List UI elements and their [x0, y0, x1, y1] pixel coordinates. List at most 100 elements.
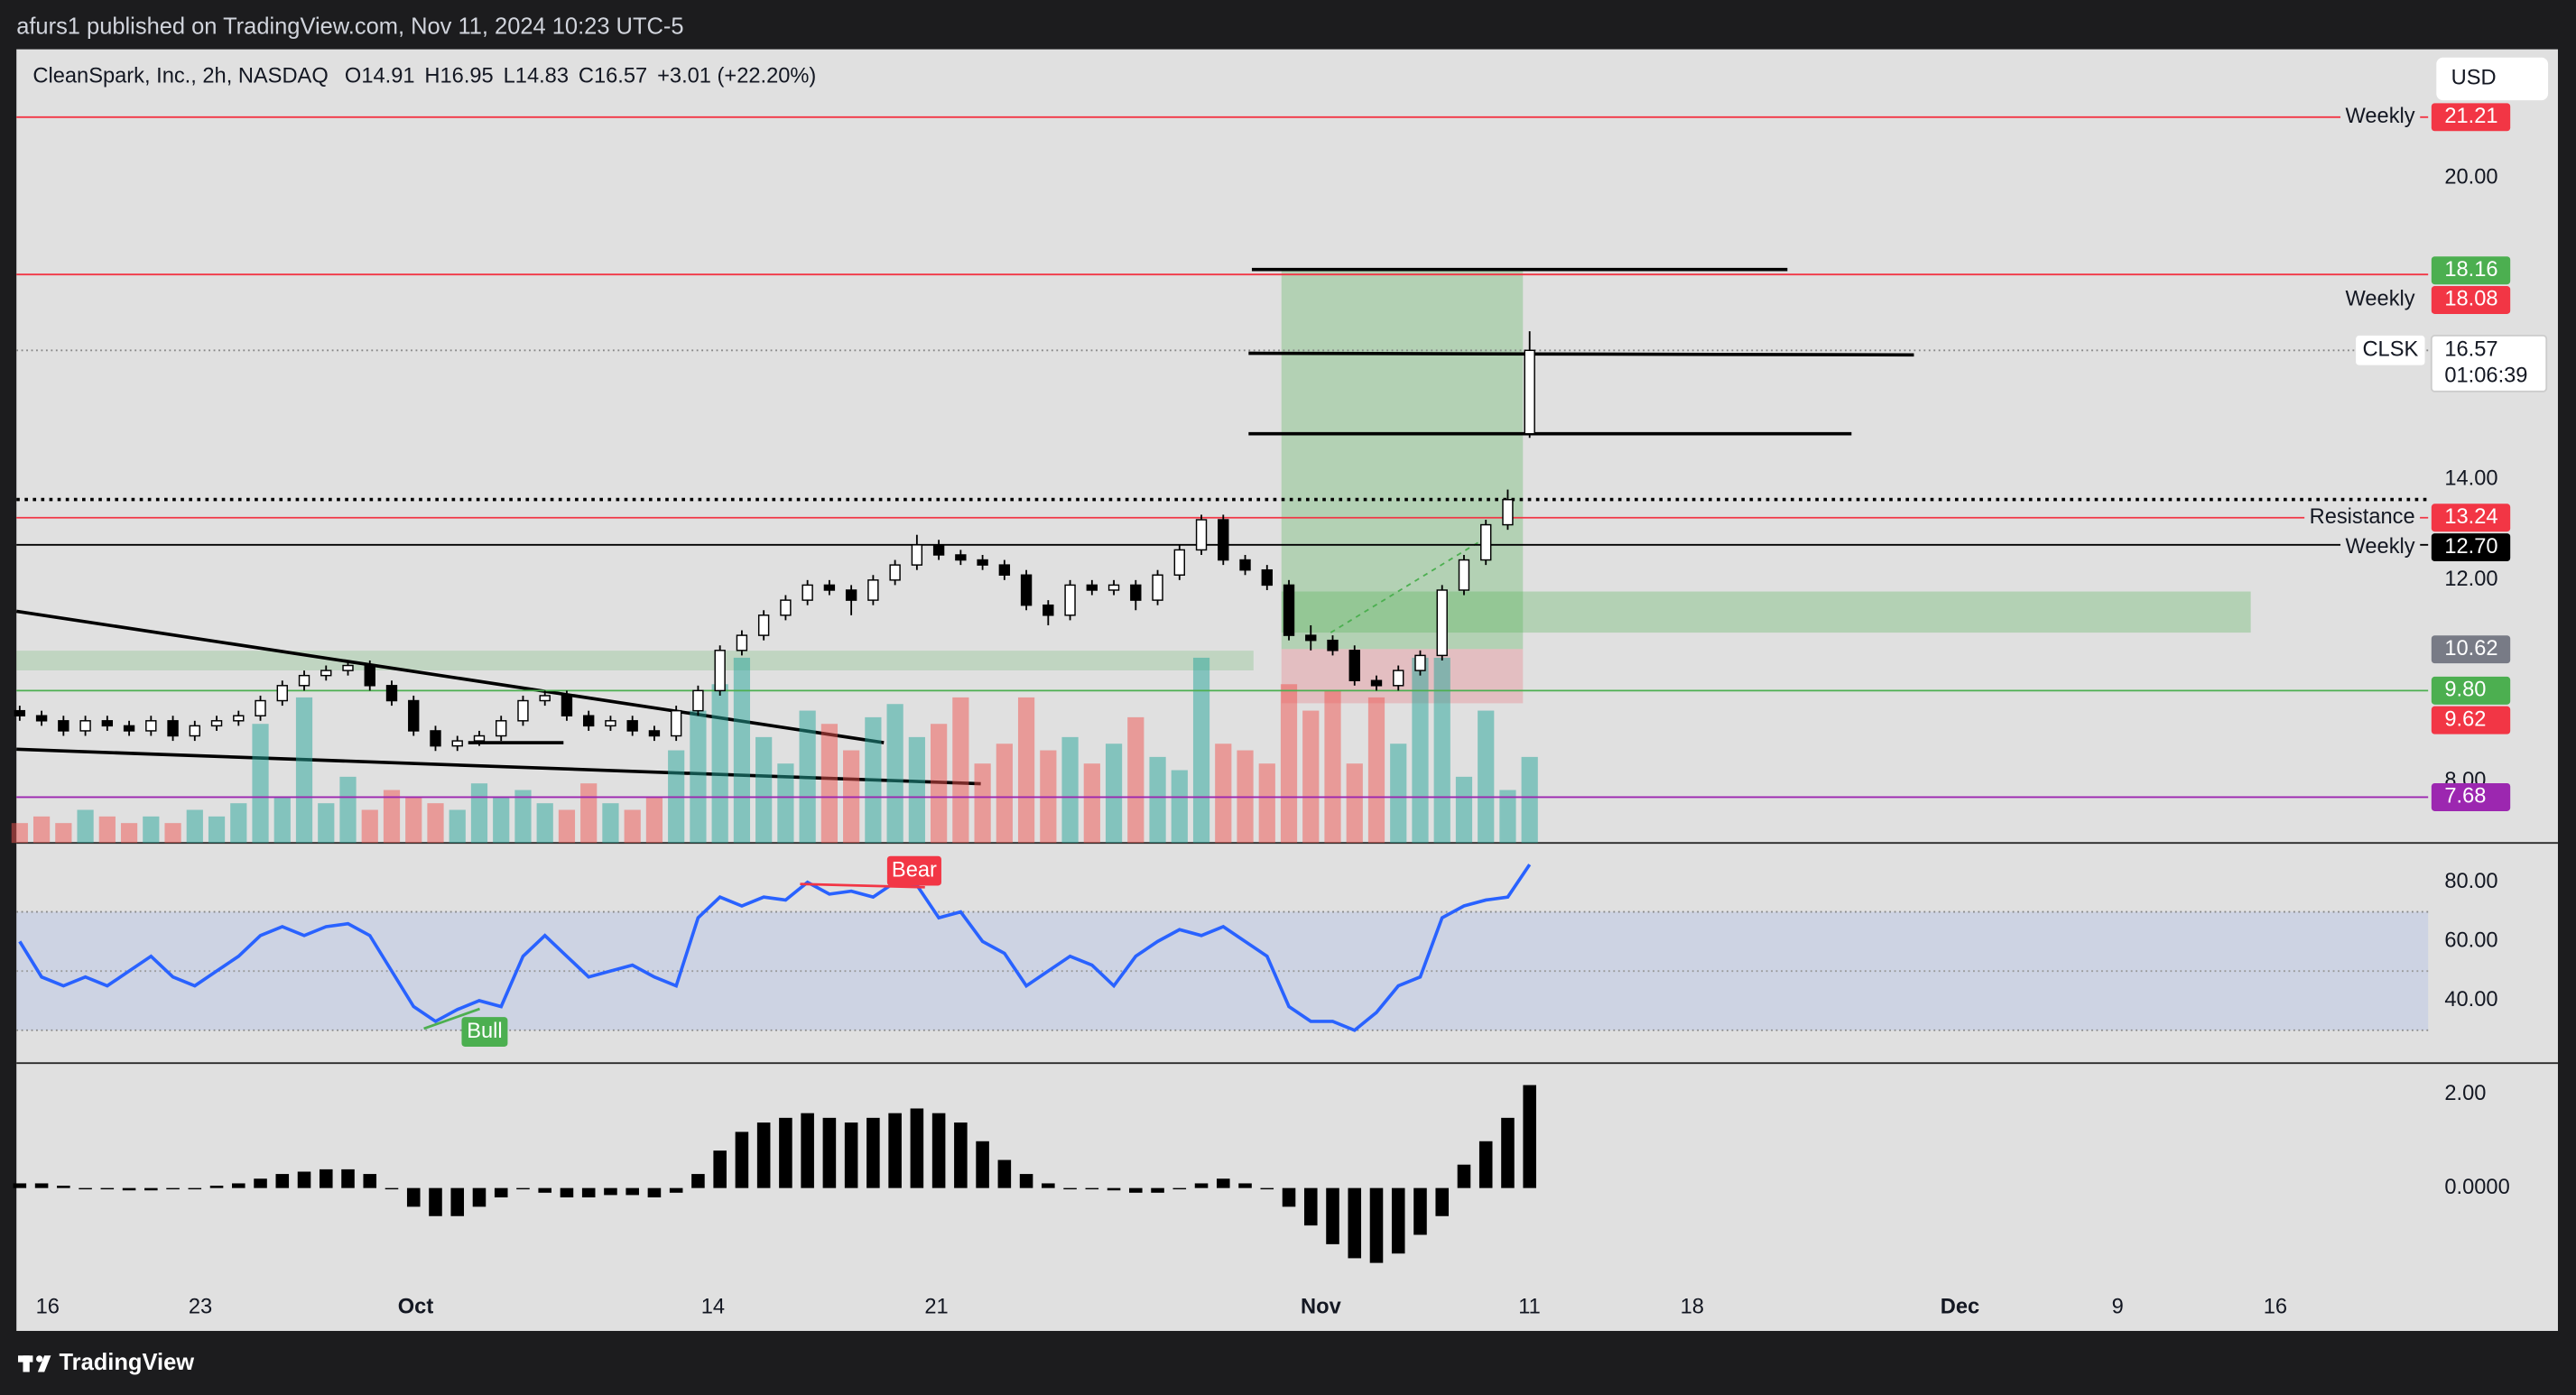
candle-body: [714, 650, 726, 692]
macd-bar: [1282, 1187, 1296, 1207]
candle-body: [408, 699, 420, 732]
publish-header: afurs1 published on TradingView.com, Nov…: [16, 14, 683, 40]
macd-bar: [625, 1187, 639, 1196]
volume-bar: [383, 790, 401, 844]
price-level-tag: [2431, 103, 2511, 132]
x-tick-label: 9: [2112, 1296, 2124, 1319]
price-level-name: Weekly: [2346, 105, 2415, 128]
x-tick-label: Dec: [1941, 1296, 1979, 1319]
volume-bar: [1280, 684, 1298, 844]
candle-body: [79, 720, 91, 732]
volume-bar: [1521, 756, 1538, 844]
rsi-tick-label: 60.00: [2444, 929, 2497, 953]
macd-bar: [363, 1174, 377, 1188]
candle-body: [1305, 634, 1317, 642]
price-level-label: 9.80: [2444, 679, 2486, 702]
macd-bar: [538, 1187, 551, 1193]
macd-bar: [976, 1141, 989, 1188]
macd-bar: [1107, 1187, 1121, 1191]
candle-body: [1327, 639, 1339, 651]
candle-body: [1502, 498, 1514, 526]
last-price-label: 16.57: [2444, 338, 2497, 362]
macd-bar: [1369, 1187, 1384, 1263]
macd-bar: [1238, 1183, 1252, 1188]
volume-bar: [295, 697, 313, 844]
candle-body: [1283, 584, 1295, 636]
candle-body: [167, 720, 179, 737]
candle-body: [889, 564, 901, 581]
macd-bar: [1326, 1187, 1339, 1244]
bear-tag: [886, 855, 941, 886]
candle-body: [1020, 574, 1033, 606]
volume-bar: [1171, 770, 1188, 844]
volume-bar: [1083, 763, 1100, 844]
y-tick-label: 20.00: [2444, 165, 2497, 189]
logo-mark: [36, 1355, 43, 1363]
volume-bar: [1105, 744, 1123, 844]
candle-body: [58, 720, 69, 732]
volume-bar: [1127, 716, 1144, 844]
price-level-name-bg: [2340, 286, 2421, 314]
macd-bar: [1501, 1117, 1515, 1188]
macd-bar: [1217, 1178, 1230, 1188]
price-level-label: 18.08: [2444, 288, 2497, 311]
macd-bar: [1194, 1183, 1209, 1188]
volume-bar: [470, 783, 488, 844]
volume-bar: [449, 809, 466, 844]
macd-bar: [1348, 1187, 1362, 1259]
macd-bar: [1523, 1085, 1536, 1188]
price-level-tag: [2431, 256, 2511, 285]
volume-bar: [273, 796, 291, 844]
price-level-tag: [2431, 706, 2511, 734]
price-level-name-bg: [2340, 533, 2421, 561]
candle-body: [1086, 584, 1098, 591]
candle-body: [430, 730, 441, 747]
symbol-legend: CleanSpark, Inc., 2h, NASDAQ O14.91 H16.95…: [32, 65, 816, 88]
volume-bar: [1302, 710, 1320, 844]
macd-bar: [472, 1187, 486, 1207]
macd-bar: [254, 1178, 267, 1188]
volume-bar: [120, 823, 138, 844]
price-level-tag: [2431, 782, 2511, 811]
volume-bar: [230, 803, 247, 844]
currency-button[interactable]: [2436, 57, 2549, 101]
candle-body: [233, 715, 245, 722]
candle-body: [276, 685, 288, 702]
volume-bar: [580, 783, 598, 844]
volume-bar: [1499, 790, 1516, 844]
price-level-label: 7.68: [2444, 785, 2486, 808]
logo-mark: [23, 1355, 30, 1372]
macd-bar: [691, 1174, 705, 1188]
candle-body: [1173, 549, 1185, 576]
price-level-name: Resistance: [2310, 505, 2415, 529]
candle-body: [583, 715, 595, 727]
volume-bar: [1367, 697, 1385, 844]
macd-bar: [1019, 1174, 1033, 1188]
macd-bar: [560, 1187, 574, 1198]
volume-bar: [1192, 657, 1210, 844]
macd-tick-label: 2.00: [2444, 1082, 2486, 1105]
legend-key: O: [345, 65, 361, 88]
macd-bar: [801, 1113, 814, 1188]
volume-bar: [1390, 744, 1407, 844]
trend-line: [16, 747, 981, 786]
x-tick-label: Nov: [1301, 1296, 1342, 1319]
currency-label[interactable]: USD: [2451, 67, 2497, 90]
candle-body: [1414, 654, 1426, 671]
volume-bar: [865, 716, 882, 844]
volume-bar: [32, 816, 51, 844]
candle-body: [35, 715, 48, 722]
price-level-tag: [2431, 503, 2511, 532]
candle-body: [692, 689, 704, 712]
candle-body: [385, 685, 398, 702]
volume-bar: [186, 809, 203, 844]
candle-body: [517, 699, 529, 722]
x-tick-label: 16: [2264, 1296, 2287, 1319]
macd-bar: [1172, 1187, 1187, 1190]
candle-body: [1064, 584, 1076, 616]
candle-body: [210, 720, 223, 727]
x-tick-label: Oct: [398, 1296, 434, 1319]
candle-body: [1480, 523, 1492, 561]
price-level-tag: [2431, 286, 2511, 314]
